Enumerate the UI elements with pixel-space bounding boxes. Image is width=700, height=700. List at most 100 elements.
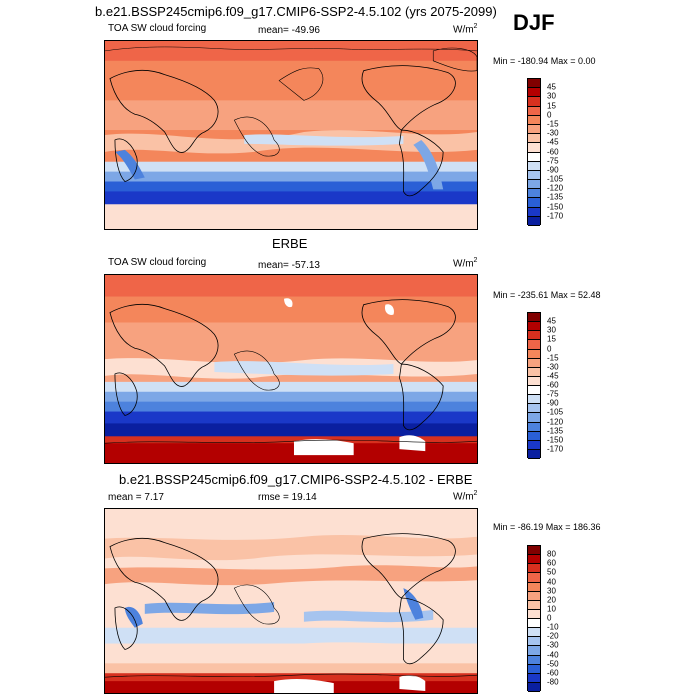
variable-label: TOA SW cloud forcing [108,257,207,268]
colorbar-tick-label: 15 [547,101,556,111]
colorbar-swatch [528,313,540,323]
colorbar-tick-label: 0 [547,110,552,120]
minmax-label: Min = -86.19 Max = 186.36 [493,522,601,532]
minmax-label: Min = -180.94 Max = 0.00 [493,56,596,66]
colorbar-tick-label: -120 [547,183,564,193]
colorbar-obs: 45 30 15 0 -15 -30 -45 -60 -75 -90 -105 -120 -135 -15… [527,312,587,459]
map-plot-diff [104,508,478,694]
colorbar-boxes [527,312,541,459]
colorbar-tick-label: -75 [547,389,559,399]
panel-heading: b.e21.BSSP245cmip6.f09_g17.CMIP6-SSP2-4.… [119,472,473,487]
minmax-label: Min = -235.61 Max = 52.48 [493,290,601,300]
colorbar-tick-label: -90 [547,398,559,408]
colorbar-tick-label: 30 [547,586,556,596]
colorbar-swatch [528,395,540,405]
colorbar-tick-label: -10 [547,622,559,632]
colorbar-swatch [528,619,540,629]
colorbar-tick-label: -80 [547,677,559,687]
colorbar-swatch [528,322,540,332]
colorbar-swatch [528,207,540,217]
colorbar-tick-label: 60 [547,558,556,568]
mean-label: mean= -57.13 [258,260,320,271]
map-plot-obs [104,274,478,464]
colorbar-model: 45 30 15 0 -15 -30 -45 -60 -75 -90 -105 -120 -135 -15… [527,78,587,226]
colorbar-swatch [528,422,540,432]
colorbar-swatch [528,628,540,638]
mean-label: mean= -49.96 [258,25,320,36]
colorbar-tick-label: -45 [547,137,559,147]
colorbar-swatch [528,376,540,386]
map-canvas [105,41,477,229]
colorbar-tick-label: -135 [547,426,564,436]
colorbar-tick-label: -150 [547,202,564,212]
colorbar-tick-label: 0 [547,344,552,353]
colorbar-tick-label: -135 [547,192,564,202]
colorbar-swatch [528,664,540,674]
colorbar-swatch [528,97,540,107]
colorbar-tick-label: 0 [547,613,552,623]
colorbar-swatch [528,600,540,610]
colorbar-swatch [528,367,540,377]
variable-label: TOA SW cloud forcing [108,23,207,34]
colorbar-swatch [528,180,540,190]
colorbar-swatch [528,564,540,574]
colorbar-swatch [528,88,540,98]
colorbar-swatch [528,609,540,619]
colorbar-tick-label: 80 [547,549,556,559]
colorbar-tick-label: -120 [547,417,564,426]
units-label: W/m2 [453,23,478,36]
colorbar-tick-label: -30 [547,362,559,372]
colorbar-swatch [528,349,540,359]
colorbar-swatch [528,573,540,583]
colorbar-swatch [528,555,540,565]
colorbar-swatch [528,682,540,692]
colorbar-swatch [528,431,540,441]
colorbar-swatch [528,340,540,350]
colorbar-tick-label: -45 [547,371,559,381]
colorbar-swatch [528,404,540,414]
colorbar-boxes [527,545,541,692]
mean-label: mean = 7.17 [108,492,164,503]
colorbar-swatch [528,331,540,341]
colorbar-tick-label: -90 [547,165,559,175]
colorbar-swatch [528,161,540,171]
colorbar-swatch [528,198,540,208]
colorbar-swatch [528,582,540,592]
colorbar-swatch [528,134,540,144]
colorbar-tick-label: -30 [547,640,559,650]
units-label: W/m2 [453,490,478,503]
colorbar-tick-label: -60 [547,668,559,678]
colorbar-tick-label: -60 [547,380,559,390]
map-plot-model [104,40,478,230]
colorbar-swatch [528,440,540,450]
colorbar-tick-label: 45 [547,82,556,92]
colorbar-swatch [528,637,540,647]
rmse-label: rmse = 19.14 [258,492,317,503]
colorbar-tick-label: 50 [547,567,556,577]
colorbar-swatch [528,170,540,181]
colorbar-tick-label: -15 [547,353,559,363]
colorbar-swatch [528,413,540,423]
map-canvas [105,275,477,463]
colorbar-tick-label: -105 [547,174,564,184]
colorbar-diff: 80 60 50 40 30 20 10 0 -10 -20 -30 -40 -50 -60 -80 [527,545,587,692]
units-label: W/m2 [453,257,478,270]
season-label: DJF [513,10,555,35]
colorbar-tick-label: -15 [547,119,559,129]
colorbar-swatch [528,358,540,368]
colorbar-swatch [528,143,540,153]
colorbar-tick-label: 40 [547,577,556,586]
colorbar-boxes [527,78,541,226]
colorbar-tick-label: 15 [547,334,556,344]
colorbar-tick-label: -75 [547,156,559,166]
colorbar-tick-label: -20 [547,631,559,641]
colorbar-swatch [528,655,540,665]
colorbar-swatch [528,546,540,556]
colorbar-tick-label: 30 [547,91,556,101]
colorbar-swatch [528,591,540,601]
colorbar-swatch [528,189,540,199]
colorbar-tick-label: -60 [547,147,559,156]
colorbar-tick-label: 45 [547,316,556,326]
colorbar-swatch [528,386,540,396]
colorbar-tick-label: 30 [547,325,556,335]
